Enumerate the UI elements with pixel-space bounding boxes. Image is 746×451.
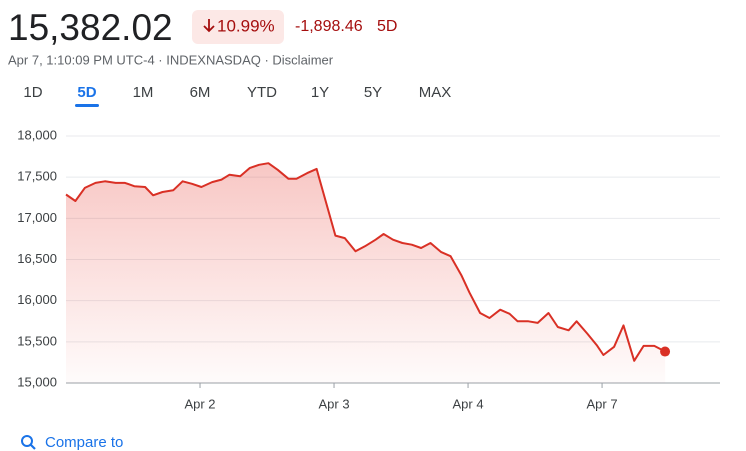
- down-arrow-icon: [203, 19, 215, 33]
- search-icon-handle: [30, 444, 36, 450]
- change-badge: [192, 10, 284, 44]
- selected-tab-underline: [75, 104, 99, 107]
- y-tick-label: 15,000: [17, 374, 57, 389]
- range-tab[interactable]: 6M: [190, 84, 211, 101]
- price: 15,382.02: [8, 7, 173, 48]
- y-tick-label: 18,000: [17, 127, 57, 142]
- range-tab[interactable]: 5Y: [364, 84, 382, 101]
- area-fill: [66, 163, 666, 383]
- current-point: [660, 346, 671, 357]
- range-tab[interactable]: 1Y: [311, 84, 329, 101]
- range-tab[interactable]: MAX: [419, 84, 452, 101]
- x-tick-label: Apr 4: [453, 396, 484, 411]
- range-tab[interactable]: YTD: [247, 84, 277, 101]
- y-tick-label: 17,000: [17, 210, 57, 225]
- compare-link[interactable]: Compare to: [45, 434, 123, 451]
- y-tick-label: 15,500: [17, 333, 57, 348]
- range-tab[interactable]: 5D: [77, 84, 96, 101]
- range-tab[interactable]: 1D: [23, 84, 42, 101]
- period: 5D: [377, 18, 397, 35]
- price-line: [65, 162, 666, 362]
- chart: 15,000 15,500 16,000 16,500 17,000 17,500 18,0…: [17, 127, 720, 411]
- subtitle: Apr 7, 1:10:09 PM UTC-4 · INDEXNASDAQ · …: [8, 52, 334, 67]
- range-tabs: 1D 5D 1M 6M YTD 1Y 5Y MAX: [23, 84, 451, 107]
- y-tick-label: 17,500: [17, 169, 57, 184]
- search-icon[interactable]: [21, 435, 33, 447]
- x-tick-label: Apr 7: [587, 396, 618, 411]
- y-tick-label: 16,000: [17, 292, 57, 307]
- x-tick-label: Apr 2: [184, 396, 215, 411]
- range-tab[interactable]: 1M: [133, 84, 154, 101]
- x-tick-label: Apr 3: [318, 396, 349, 411]
- change-percent: 10.99%: [217, 16, 275, 35]
- y-tick-label: 16,500: [17, 251, 57, 266]
- change-value: -1,898.46: [295, 18, 363, 35]
